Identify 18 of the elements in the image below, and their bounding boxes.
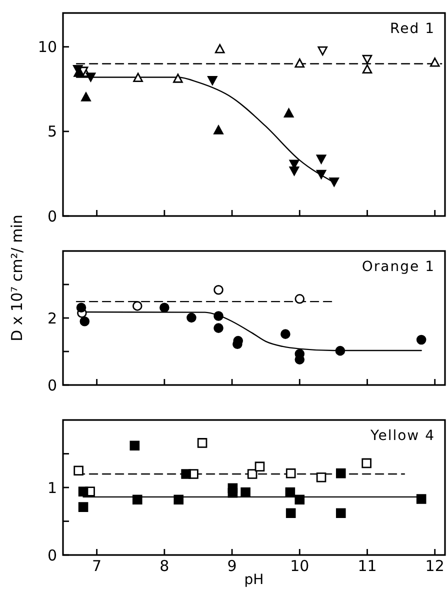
y-tick-label: 10 — [38, 38, 57, 56]
y-axis-title: D x 10⁷ cm²/ min — [8, 214, 26, 342]
y-tick-label: 0 — [47, 207, 57, 226]
text: Yellow 4 — [370, 428, 435, 444]
text: Red 1 — [390, 21, 435, 37]
x-tick-label: 9 — [227, 557, 237, 575]
y-tick-label: 0 — [47, 546, 57, 564]
y-tick-label: 5 — [47, 122, 57, 141]
y-tick-label: 1 — [47, 478, 57, 497]
x-tick-label: 11 — [358, 557, 377, 575]
x-axis-title: pH — [244, 572, 264, 588]
x-tick-label: 7 — [92, 557, 102, 575]
y-tick-label: 2 — [47, 309, 57, 328]
text: Orange 1 — [362, 259, 435, 275]
x-tick-label: 10 — [290, 557, 310, 575]
x-tick-label: 8 — [160, 557, 170, 575]
y-tick-label: 0 — [47, 376, 57, 394]
x-tick-label: 12 — [425, 557, 444, 575]
